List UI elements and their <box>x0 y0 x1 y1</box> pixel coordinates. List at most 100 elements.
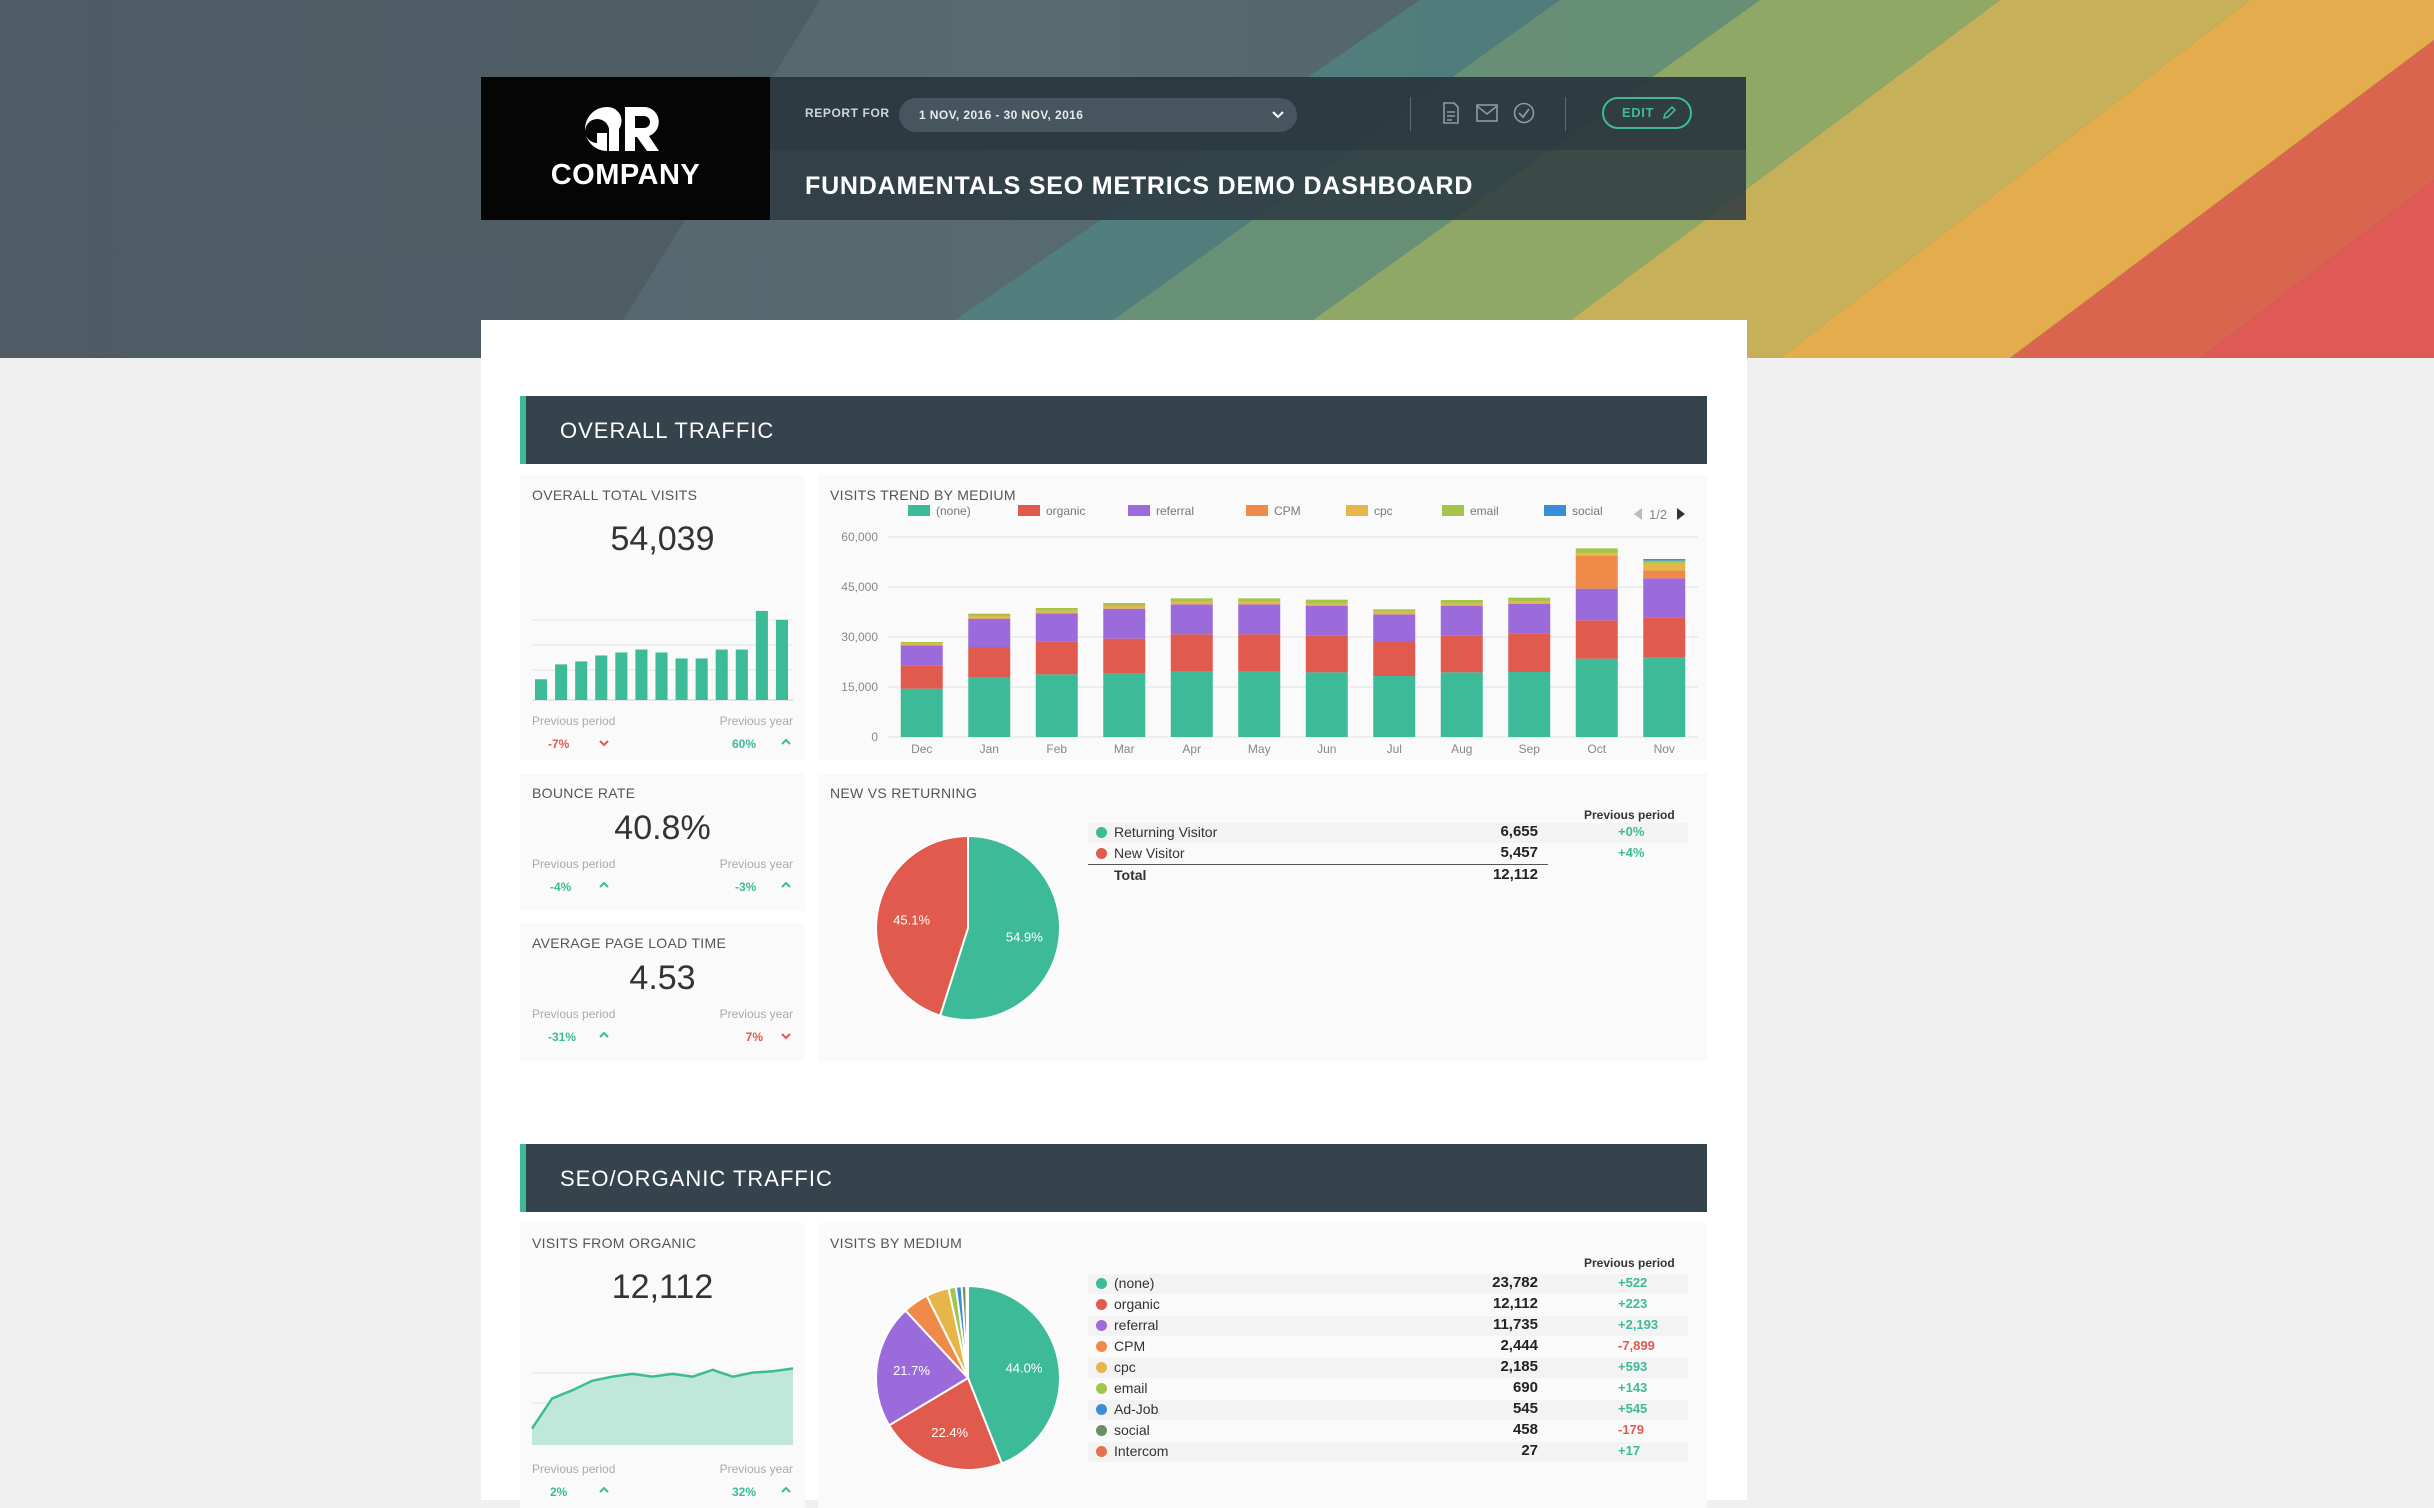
legend-dot <box>1096 827 1107 838</box>
stacked-bar-segment <box>1643 560 1686 563</box>
stacked-bar-segment <box>1373 676 1416 737</box>
edit-button[interactable]: EDIT <box>1602 97 1692 129</box>
spark-bar <box>575 661 588 700</box>
stacked-bar-segment <box>968 677 1011 737</box>
stacked-bar-segment <box>1305 603 1348 606</box>
stacked-bar-segment <box>1508 603 1551 634</box>
row-background <box>1088 823 1688 843</box>
legend-label: organic <box>1114 1296 1160 1312</box>
stacked-bar-segment <box>1238 604 1281 635</box>
y-tick-label: 45,000 <box>841 580 878 594</box>
x-tick-label: Jun <box>1317 742 1336 756</box>
prev-year-label: Previous year <box>719 1462 793 1476</box>
stacked-bar-segment <box>1440 600 1483 603</box>
legend-dot <box>1096 1341 1107 1352</box>
prev-period-value: -7% <box>548 737 570 751</box>
dashboard-title: FUNDAMENTALS SEO METRICS DEMO DASHBOARD <box>805 172 1474 200</box>
legend-value: 12,112 <box>1492 1295 1538 1312</box>
pie-slice <box>887 1376 1004 1471</box>
legend-delta: +223 <box>1618 1296 1648 1311</box>
stacked-bar-segment <box>1238 601 1281 605</box>
pager-next-icon[interactable] <box>1675 507 1687 521</box>
stacked-bar-segment <box>900 642 943 644</box>
total-value: 12,112 <box>1492 866 1538 883</box>
legend-delta: +593 <box>1618 1359 1648 1374</box>
arrow-down-icon <box>781 1033 791 1040</box>
legend-label: email <box>1470 504 1499 518</box>
card-title: VISITS TREND BY MEDIUM <box>830 487 1016 503</box>
legend-delta: -179 <box>1618 1422 1645 1437</box>
stacked-bar-segment <box>1575 620 1618 659</box>
check-circle-icon[interactable] <box>1513 102 1535 124</box>
legend-label: Intercom <box>1114 1443 1169 1459</box>
area-fill <box>532 1368 793 1445</box>
x-tick-label: Dec <box>911 742 932 756</box>
stacked-bar-segment <box>1373 609 1416 612</box>
legend-value: 2,444 <box>1500 1337 1538 1354</box>
spark-bar <box>735 649 748 700</box>
legend-value: 458 <box>1512 1421 1538 1438</box>
card-title: AVERAGE PAGE LOAD TIME <box>532 935 727 951</box>
dashboard-header: COMPANY REPORT FOR 1 NOV, 2016 - 30 NOV,… <box>481 77 1746 220</box>
legend-delta: +0% <box>1618 824 1645 839</box>
prev-period-label: Previous period <box>532 857 616 871</box>
row-background <box>1088 1358 1688 1378</box>
date-range-select[interactable]: 1 NOV, 2016 - 30 NOV, 2016 <box>899 98 1297 132</box>
legend-label: (none) <box>1114 1275 1155 1291</box>
mail-icon[interactable] <box>1476 104 1498 122</box>
stacked-bar-segment <box>1508 601 1551 604</box>
legend-label: CPM <box>1274 504 1301 518</box>
legend-delta: +545 <box>1618 1401 1648 1416</box>
stacked-bar-segment <box>1305 672 1348 737</box>
prev-period-header: Previous period <box>1584 808 1675 822</box>
legend-label: Ad-Job <box>1114 1401 1159 1417</box>
stacked-bar-segment <box>1373 641 1416 676</box>
legend-value: 2,185 <box>1500 1358 1538 1375</box>
header-divider <box>1410 97 1411 131</box>
legend-dot <box>1096 1383 1107 1394</box>
legend-swatch <box>908 505 930 516</box>
legend-delta: +2,193 <box>1618 1317 1659 1332</box>
date-range-value: 1 NOV, 2016 - 30 NOV, 2016 <box>919 108 1084 122</box>
stacked-bar-segment <box>1035 613 1078 642</box>
total-visits-value: 54,039 <box>610 520 715 558</box>
legend-delta: -7,899 <box>1618 1338 1655 1353</box>
pager-prev-icon[interactable] <box>1632 507 1644 521</box>
page-load-value: 4.53 <box>629 959 696 997</box>
prev-year-value: -3% <box>735 880 757 894</box>
stacked-bar-segment <box>968 647 1011 677</box>
dashboard-content: OVERALL TRAFFIC OVERALL TOTAL VISITS 54,… <box>481 320 1747 1508</box>
stacked-bar-segment <box>1170 634 1213 671</box>
stacked-bar-segment <box>1238 634 1281 671</box>
legend-dot <box>1096 1320 1107 1331</box>
spark-bar <box>555 664 568 700</box>
organic-sparkline <box>530 1367 794 1445</box>
header-divider <box>1565 97 1566 131</box>
total-visits-sparkline <box>532 610 793 701</box>
row-background <box>1088 1316 1688 1336</box>
x-tick-label: Feb <box>1046 742 1067 756</box>
section-title: SEO/ORGANIC TRAFFIC <box>560 1166 833 1191</box>
legend-value: 545 <box>1512 1400 1538 1417</box>
pie-slice-label: 45.1% <box>893 912 930 927</box>
row-background <box>1088 1274 1688 1294</box>
pdf-icon[interactable] <box>1442 102 1460 124</box>
total-divider <box>1088 864 1548 865</box>
prev-period-label: Previous period <box>532 1462 616 1476</box>
legend-label: email <box>1114 1380 1148 1396</box>
stacked-bar-segment <box>1103 608 1146 639</box>
card-title: VISITS BY MEDIUM <box>830 1235 963 1251</box>
stacked-bar-segment <box>1440 603 1483 606</box>
stacked-bar-segment <box>1103 606 1146 609</box>
stacked-bar-segment <box>1643 657 1686 737</box>
card-title: OVERALL TOTAL VISITS <box>532 487 698 503</box>
arrow-up-icon <box>781 738 791 745</box>
section-title: OVERALL TRAFFIC <box>560 418 775 443</box>
card-average-page-load: AVERAGE PAGE LOAD TIME 4.53 Previous per… <box>520 923 805 1061</box>
legend-swatch <box>1346 505 1368 516</box>
pie-slice-label: 21.7% <box>893 1363 930 1378</box>
stacked-bar-segment <box>1643 617 1686 658</box>
stacked-bar-segment <box>900 643 943 646</box>
y-tick-label: 60,000 <box>841 530 878 544</box>
prev-period-value: 2% <box>550 1485 568 1499</box>
